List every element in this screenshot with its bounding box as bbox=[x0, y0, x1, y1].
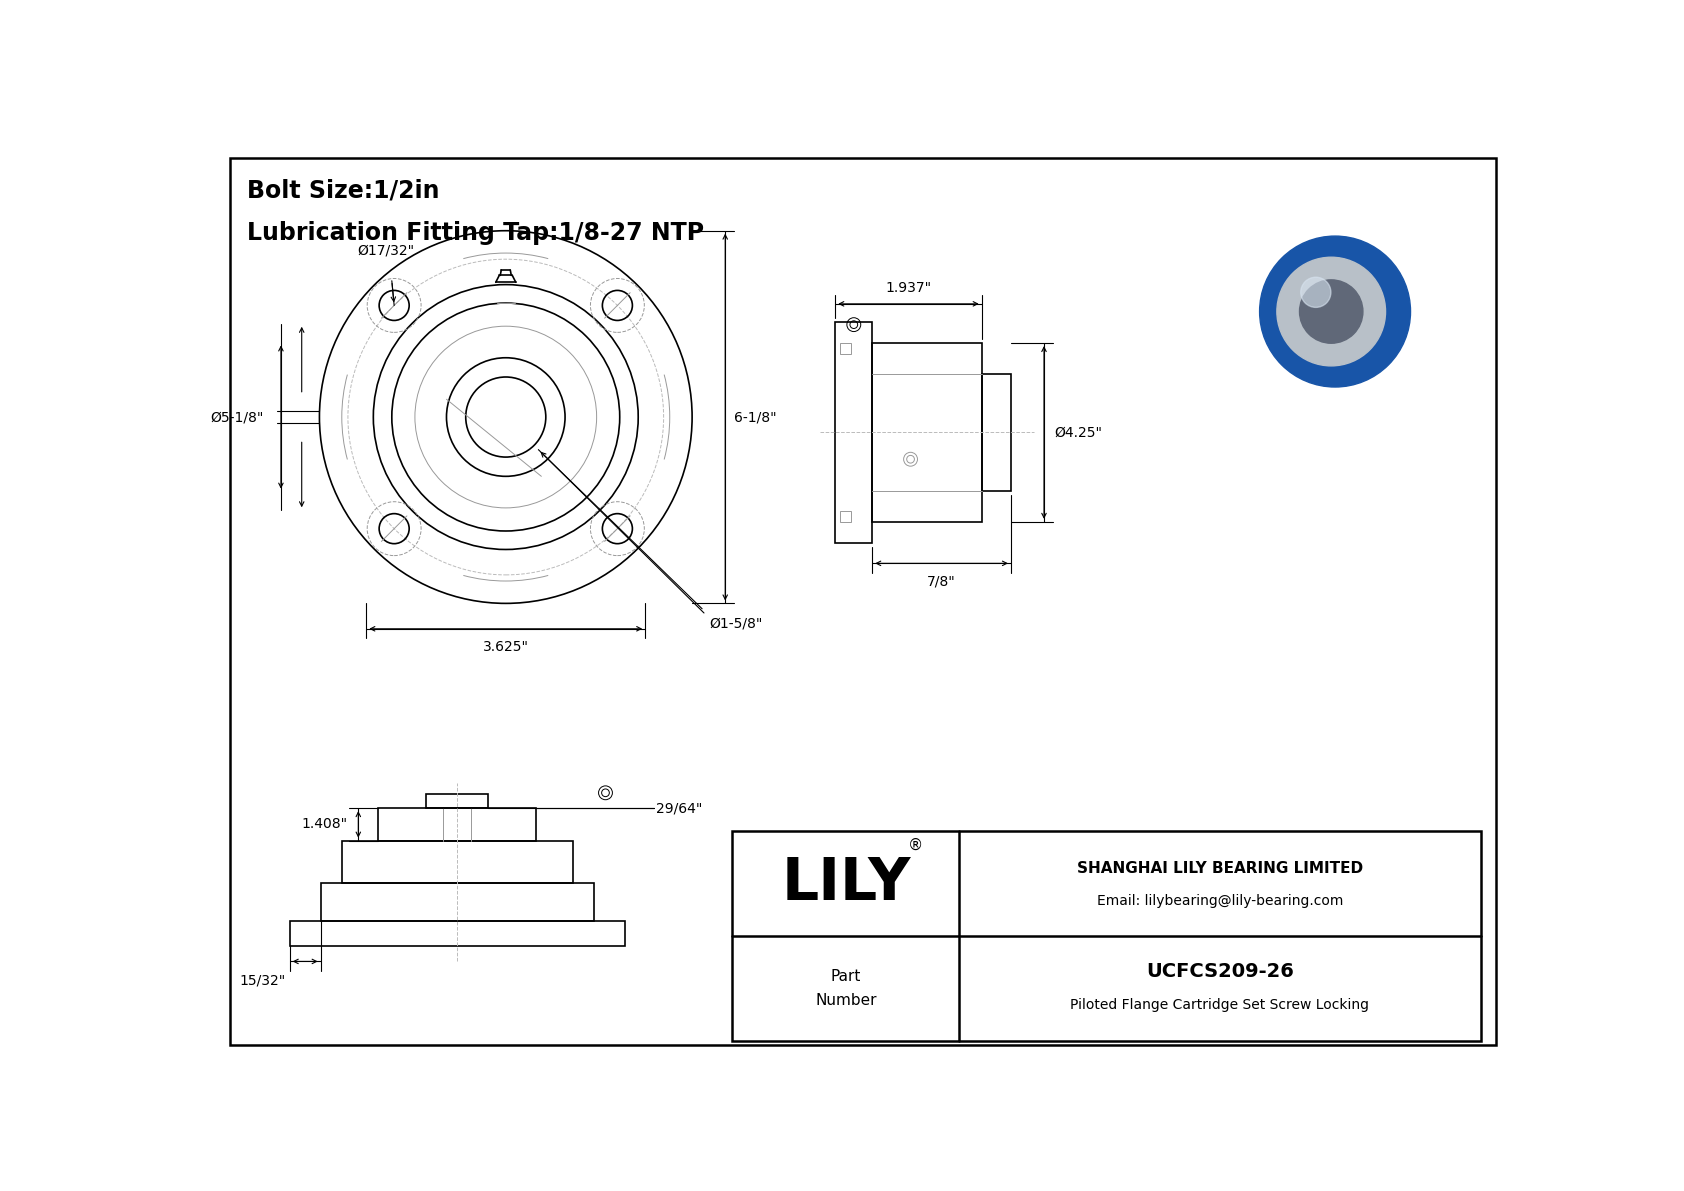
Text: Part
Number: Part Number bbox=[815, 968, 877, 1008]
Text: LILY: LILY bbox=[781, 855, 911, 912]
Text: SHANGHAI LILY BEARING LIMITED: SHANGHAI LILY BEARING LIMITED bbox=[1076, 861, 1362, 875]
Text: 7/8": 7/8" bbox=[928, 574, 957, 588]
Text: Lubrication Fitting Tap:1/8-27 NTP: Lubrication Fitting Tap:1/8-27 NTP bbox=[248, 220, 704, 244]
Text: ®: ® bbox=[908, 837, 923, 853]
Circle shape bbox=[1276, 257, 1386, 366]
Bar bbox=[982, 374, 1010, 491]
Ellipse shape bbox=[1371, 295, 1408, 344]
Text: Ø17/32": Ø17/32" bbox=[357, 244, 414, 257]
Text: 29/64": 29/64" bbox=[655, 802, 702, 815]
Bar bbox=[872, 343, 982, 522]
Circle shape bbox=[1260, 236, 1411, 387]
Bar bbox=[840, 343, 850, 354]
Text: Piloted Flange Cartridge Set Screw Locking: Piloted Flange Cartridge Set Screw Locki… bbox=[1071, 998, 1369, 1012]
Bar bbox=[320, 883, 594, 922]
Circle shape bbox=[1300, 278, 1330, 307]
Text: UCFCS209-26: UCFCS209-26 bbox=[1147, 962, 1293, 981]
Text: 1.937": 1.937" bbox=[886, 281, 931, 294]
Bar bbox=[835, 322, 872, 543]
Text: 1.408": 1.408" bbox=[301, 817, 347, 831]
Text: Email: lilybearing@lily-bearing.com: Email: lilybearing@lily-bearing.com bbox=[1096, 893, 1344, 908]
Text: Ø1-5/8": Ø1-5/8" bbox=[711, 617, 763, 630]
Bar bbox=[290, 922, 625, 946]
Text: 3.625": 3.625" bbox=[483, 640, 529, 654]
Text: Bolt Size:1/2in: Bolt Size:1/2in bbox=[248, 179, 440, 202]
Text: Ø5-1/8": Ø5-1/8" bbox=[210, 410, 264, 424]
Text: 15/32": 15/32" bbox=[239, 974, 286, 987]
Bar bbox=[426, 794, 488, 809]
Bar bbox=[733, 831, 1480, 1041]
Bar bbox=[342, 841, 573, 883]
Bar bbox=[840, 511, 850, 522]
Text: Ø4.25": Ø4.25" bbox=[1054, 425, 1103, 439]
Circle shape bbox=[1300, 280, 1362, 343]
Text: 6-1/8": 6-1/8" bbox=[734, 410, 776, 424]
Bar bbox=[379, 809, 536, 841]
